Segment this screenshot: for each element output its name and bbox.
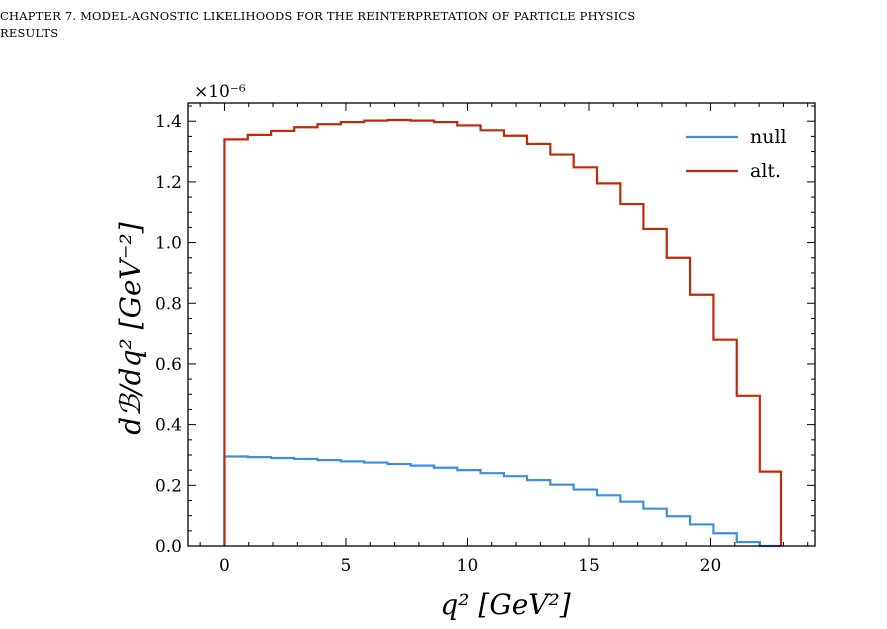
- y-tick-label: 0.0: [155, 537, 182, 557]
- x-tick-label: 15: [578, 556, 600, 576]
- y-multiplier-label: ×10⁻⁶: [194, 82, 246, 102]
- legend-label-null: null: [750, 126, 787, 148]
- y-tick-label: 0.4: [155, 416, 182, 436]
- y-tick-label: 0.8: [155, 294, 182, 314]
- x-tick-label: 10: [457, 556, 479, 576]
- y-tick-label: 1.0: [155, 234, 182, 254]
- ticks-layer: [188, 103, 815, 547]
- labels-layer: 0 5 10 15 20 0.0 0.2 0.4 0.6 0.8 1.0 1.2 1.4 ×10⁻⁶ q² …: [114, 82, 721, 621]
- x-tick-label: 5: [341, 556, 352, 576]
- running-head-line1: CHAPTER 7. MODEL-AGNOSTIC LIKELIHOODS FO…: [0, 9, 636, 23]
- x-tick-label: 20: [700, 556, 722, 576]
- x-tick-label: 0: [219, 556, 230, 576]
- series-layer: [223, 118, 783, 548]
- y-tick-label: 1.4: [155, 112, 182, 132]
- y-tick-label: 0.2: [155, 476, 182, 496]
- running-head: CHAPTER 7. MODEL-AGNOSTIC LIKELIHOODS FO…: [0, 8, 880, 42]
- y-axis-title: dℬ/dq² [GeV⁻²]: [114, 222, 147, 434]
- x-axis-title: q² [GeV²]: [440, 588, 570, 621]
- y-tick-label: 1.2: [155, 173, 182, 193]
- running-head-line2: RESULTS: [0, 26, 59, 40]
- series-line-alt: [223, 118, 783, 546]
- legend-label-alt: alt.: [750, 160, 781, 182]
- series-line-null: [223, 455, 781, 548]
- legend: null alt.: [686, 126, 787, 182]
- y-tick-label: 0.6: [155, 355, 182, 375]
- plot-frame: [187, 102, 816, 547]
